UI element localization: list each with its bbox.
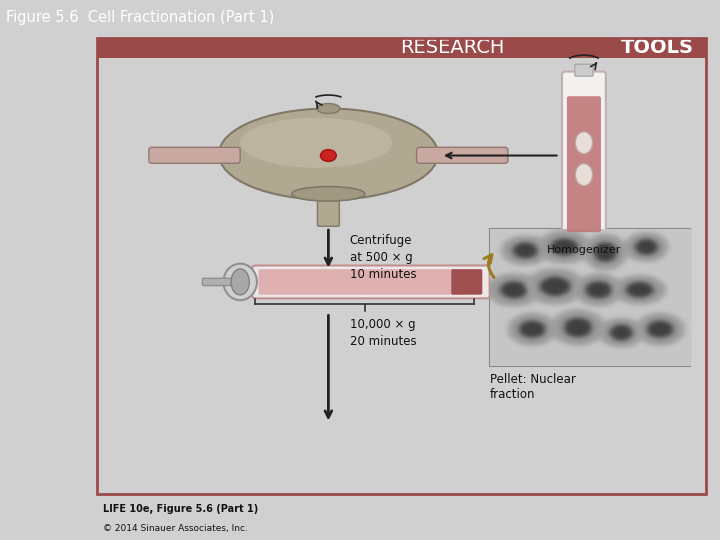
Circle shape	[320, 150, 336, 161]
FancyBboxPatch shape	[417, 147, 508, 163]
FancyBboxPatch shape	[451, 269, 482, 295]
Ellipse shape	[231, 269, 249, 295]
Bar	[97, 38, 706, 58]
FancyBboxPatch shape	[149, 147, 240, 163]
Ellipse shape	[223, 264, 257, 300]
Ellipse shape	[219, 109, 438, 200]
FancyBboxPatch shape	[567, 96, 601, 232]
FancyBboxPatch shape	[318, 190, 339, 226]
FancyBboxPatch shape	[202, 278, 244, 286]
Text: Pellet: Nuclear
fraction: Pellet: Nuclear fraction	[490, 373, 575, 401]
FancyBboxPatch shape	[258, 269, 460, 295]
Ellipse shape	[292, 186, 365, 201]
Text: Figure 5.6  Cell Fractionation (Part 1): Figure 5.6 Cell Fractionation (Part 1)	[6, 10, 274, 25]
Ellipse shape	[240, 118, 392, 168]
Text: TOOLS: TOOLS	[621, 38, 693, 57]
Ellipse shape	[575, 164, 593, 186]
FancyBboxPatch shape	[562, 72, 606, 237]
FancyBboxPatch shape	[575, 64, 593, 76]
Text: 10,000 × g
20 minutes: 10,000 × g 20 minutes	[350, 318, 416, 348]
Text: Homogenizer: Homogenizer	[546, 245, 621, 255]
Text: Centrifuge
at 500 × g
10 minutes: Centrifuge at 500 × g 10 minutes	[350, 234, 416, 281]
Ellipse shape	[317, 104, 340, 113]
Text: © 2014 Sinauer Associates, Inc.: © 2014 Sinauer Associates, Inc.	[103, 524, 248, 534]
FancyBboxPatch shape	[252, 266, 490, 298]
Text: RESEARCH: RESEARCH	[400, 38, 505, 57]
Text: LIFE 10e, Figure 5.6 (Part 1): LIFE 10e, Figure 5.6 (Part 1)	[103, 504, 258, 514]
Ellipse shape	[575, 132, 593, 154]
Bar	[490, 230, 690, 366]
